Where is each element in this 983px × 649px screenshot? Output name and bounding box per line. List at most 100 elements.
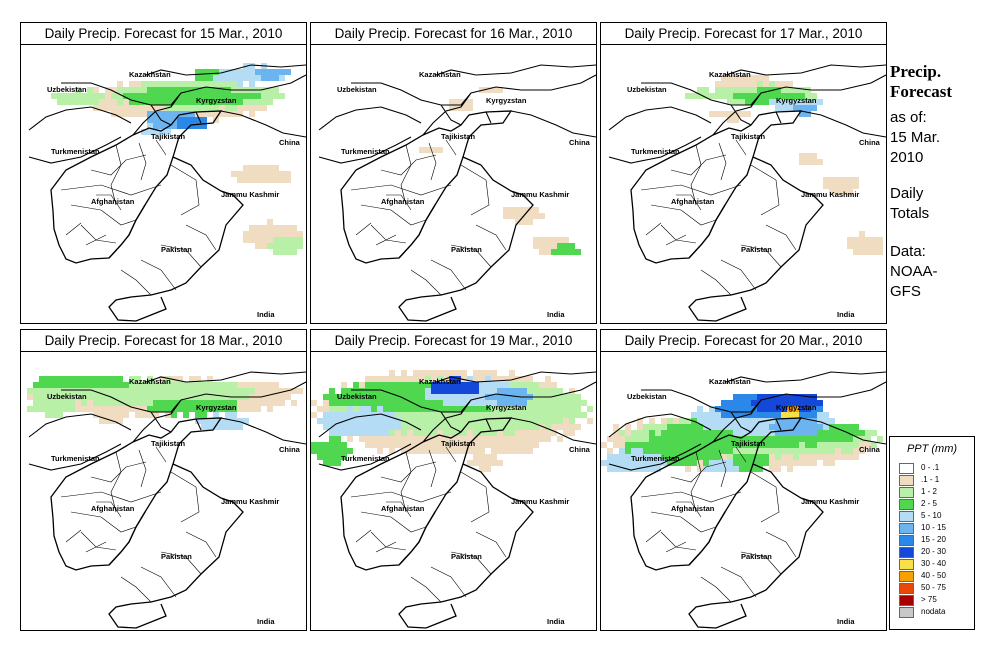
precip-cell — [449, 406, 455, 412]
central-asia-borders — [28, 371, 306, 471]
precip-cell — [503, 430, 509, 436]
precip-cell — [685, 442, 691, 448]
precip-cell — [431, 412, 437, 418]
precip-cell — [781, 442, 787, 448]
precip-cell — [371, 436, 377, 442]
precip-cell — [63, 382, 69, 388]
precip-cell — [661, 436, 667, 442]
precip-cell — [685, 418, 691, 424]
precip-cell — [99, 105, 105, 111]
precip-cell — [201, 388, 207, 394]
precip-cell — [721, 87, 727, 93]
precip-cell — [389, 418, 395, 424]
precip-cell — [117, 81, 123, 87]
precip-cell — [805, 159, 811, 165]
precip-cell — [775, 406, 781, 412]
precip-cell — [847, 189, 853, 195]
map-label-uzbekistan: Uzbekistan — [627, 85, 667, 94]
precip-cell — [105, 99, 111, 105]
precip-cell — [467, 436, 473, 442]
precip-cell — [135, 388, 141, 394]
precip-cell — [811, 105, 817, 111]
precip-cell — [291, 225, 297, 231]
precip-cell — [93, 412, 99, 418]
precip-cell — [63, 388, 69, 394]
precip-cell — [751, 93, 757, 99]
precip-cell — [485, 436, 491, 442]
precip-cell — [285, 177, 291, 183]
precip-cell — [527, 376, 533, 382]
precip-cell — [637, 424, 643, 430]
precip-cell — [359, 406, 365, 412]
precip-cell — [51, 394, 57, 400]
precip-cell — [419, 424, 425, 430]
precip-cell — [521, 412, 527, 418]
precip-cell — [413, 370, 419, 376]
precip-cell — [231, 69, 237, 75]
precip-cell — [347, 400, 353, 406]
precip-cell — [383, 376, 389, 382]
precip-cell — [335, 454, 341, 460]
precip-cell — [739, 394, 745, 400]
precip-cell — [267, 406, 273, 412]
central-asia-borders — [608, 371, 886, 471]
precip-cell — [685, 454, 691, 460]
precip-cell — [775, 460, 781, 466]
precip-cell — [135, 93, 141, 99]
precip-cell — [745, 442, 751, 448]
precip-cell — [733, 87, 739, 93]
precip-cell — [255, 382, 261, 388]
precip-cell — [823, 448, 829, 454]
precip-cell — [383, 412, 389, 418]
precip-cell — [141, 81, 147, 87]
precip-cell — [751, 400, 757, 406]
precip-cell — [341, 412, 347, 418]
precip-cell — [667, 418, 673, 424]
precip-cell — [491, 430, 497, 436]
precip-cell — [841, 430, 847, 436]
precip-cell — [461, 400, 467, 406]
precip-cell — [401, 412, 407, 418]
precip-cell — [45, 376, 51, 382]
precip-cell — [793, 430, 799, 436]
precip-cell — [643, 454, 649, 460]
precip-cell — [255, 105, 261, 111]
precip-cell — [243, 388, 249, 394]
precip-cell — [461, 412, 467, 418]
precip-cell — [419, 418, 425, 424]
precip-cell — [509, 213, 515, 219]
precip-cell — [195, 376, 201, 382]
precip-cell — [823, 454, 829, 460]
precip-cell — [407, 400, 413, 406]
precip-cell — [195, 111, 201, 117]
precip-cell — [527, 382, 533, 388]
precip-cell — [539, 249, 545, 255]
precip-cell — [733, 436, 739, 442]
precip-cell — [329, 412, 335, 418]
precip-cell — [117, 99, 123, 105]
precip-cell — [515, 412, 521, 418]
precip-cell — [715, 418, 721, 424]
precip-map: Kazakhstan Uzbekistan Kyrgyzstan Tajikistan… — [20, 44, 307, 324]
precip-cell — [775, 430, 781, 436]
precip-cell — [297, 388, 303, 394]
precip-cell — [829, 424, 835, 430]
precip-cell — [787, 430, 793, 436]
precip-cell — [721, 418, 727, 424]
precip-cell — [515, 388, 521, 394]
precip-map: Kazakhstan Uzbekistan Kyrgyzstan Tajikistan… — [20, 351, 307, 631]
precip-cell — [413, 394, 419, 400]
precip-cell — [407, 448, 413, 454]
precip-cell — [353, 406, 359, 412]
side-title-line2: Forecast — [890, 82, 952, 101]
precip-cell — [515, 424, 521, 430]
precip-cell — [709, 424, 715, 430]
precip-cell — [183, 406, 189, 412]
precip-cell — [195, 418, 201, 424]
map-label-turkmenistan: Turkmenistan — [341, 147, 390, 156]
precip-cell — [649, 436, 655, 442]
precip-cell — [153, 388, 159, 394]
precip-cell — [165, 376, 171, 382]
precip-cell — [147, 99, 153, 105]
precip-cell — [497, 382, 503, 388]
